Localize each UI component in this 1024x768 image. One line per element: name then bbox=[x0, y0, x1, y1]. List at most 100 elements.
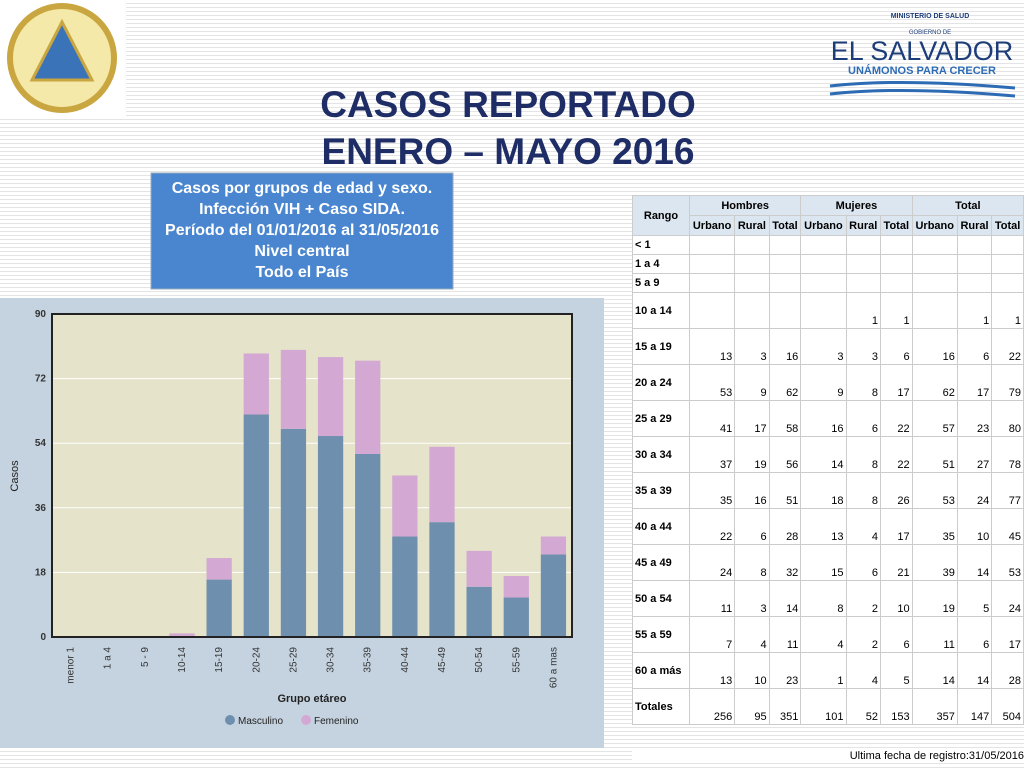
table-cell bbox=[956, 254, 993, 274]
table-row: 5 a 9 bbox=[632, 273, 1024, 293]
table-cell: 45 a 49 bbox=[632, 544, 690, 581]
table-cell: 9 bbox=[734, 364, 770, 401]
table-cell bbox=[768, 292, 802, 329]
table-row: Rango Hombres Mujeres Total bbox=[632, 195, 1024, 236]
table-cell bbox=[991, 235, 1024, 255]
table-cell: 16 bbox=[911, 328, 958, 365]
table-cell: 19 bbox=[734, 436, 770, 473]
table-cell: 35 bbox=[911, 508, 958, 545]
y-tick-label: 36 bbox=[35, 503, 47, 514]
table-cell: 8 bbox=[845, 364, 881, 401]
table-cell bbox=[911, 235, 958, 255]
table-cell: 19 bbox=[911, 580, 958, 617]
table-cell: 35 a 39 bbox=[632, 472, 690, 509]
info-line: Nivel central bbox=[254, 243, 349, 260]
table-cell: 18 bbox=[800, 472, 847, 509]
bar-segment bbox=[317, 436, 344, 637]
table-cell: 27 bbox=[956, 436, 993, 473]
table-cell: 16 bbox=[734, 472, 770, 509]
table-cell: 13 bbox=[688, 652, 736, 689]
table-cell: 17 bbox=[956, 364, 993, 401]
table-row: < 1 bbox=[632, 235, 1024, 255]
slide-title: ENERO – MAYO 2016 bbox=[322, 131, 695, 172]
table: Rango Hombres Mujeres Total Urbano Rural Total… bbox=[632, 195, 1024, 725]
bar-segment bbox=[503, 597, 529, 637]
y-tick-label: 54 bbox=[35, 438, 47, 449]
table-cell: Rural bbox=[734, 215, 770, 236]
bar-segment bbox=[540, 536, 567, 555]
table-cell: 3 bbox=[734, 328, 770, 365]
table-cell: 8 bbox=[800, 580, 847, 617]
table-row: 25 a 29 41 17 58 16 6 22 57 23 80 bbox=[632, 400, 1024, 437]
y-tick-label: 72 bbox=[35, 374, 47, 385]
bar-segment bbox=[355, 360, 381, 454]
table-cell: 1 bbox=[845, 292, 881, 329]
bar-segment bbox=[429, 522, 455, 637]
table-cell: 50 a 54 bbox=[632, 580, 690, 617]
seal-triangle bbox=[29, 18, 95, 82]
table-cell bbox=[768, 273, 802, 293]
table-cell: Rural bbox=[845, 215, 881, 236]
table-cell: 4 bbox=[800, 616, 847, 653]
x-tick-label: 55-59 bbox=[511, 647, 522, 673]
table-cell: 23 bbox=[768, 652, 802, 689]
table-cell: Total bbox=[991, 215, 1024, 236]
table-cell: 14 bbox=[911, 652, 958, 689]
table-cell bbox=[768, 235, 802, 255]
bar-segment bbox=[429, 446, 455, 523]
legend-swatch bbox=[301, 715, 311, 725]
table-cell: Urbano bbox=[688, 215, 736, 236]
table-cell: 14 bbox=[768, 580, 802, 617]
table-cell: 57 bbox=[911, 400, 958, 437]
bar-segment bbox=[540, 554, 567, 637]
logo-text: UNÁMONOS PARA CRECER bbox=[848, 64, 996, 77]
table-cell: 11 bbox=[768, 616, 802, 653]
table-cell: 256 bbox=[688, 688, 736, 725]
table-row: Totales 256 95 351 101 52 153 357 147 504 bbox=[632, 688, 1024, 725]
table-cell bbox=[800, 254, 847, 274]
table-cell: 1 bbox=[879, 292, 913, 329]
table-row: 20 a 24 53 9 62 9 8 17 62 17 79 bbox=[632, 364, 1024, 401]
table-cell: Totales bbox=[632, 688, 690, 725]
table-cell: 45 bbox=[991, 508, 1024, 545]
table-cell bbox=[734, 254, 770, 274]
table-cell bbox=[688, 273, 736, 293]
table-cell: 77 bbox=[991, 472, 1024, 509]
table-cell: 53 bbox=[911, 472, 958, 509]
table-cell: 28 bbox=[768, 508, 802, 545]
table-cell bbox=[688, 292, 736, 329]
table-cell bbox=[688, 254, 736, 274]
table-cell bbox=[991, 254, 1024, 274]
x-tick-label: 5 - 9 bbox=[140, 647, 151, 667]
table-cell bbox=[911, 254, 958, 274]
info-box bbox=[150, 172, 454, 290]
table-cell: 3 bbox=[845, 328, 881, 365]
table-row: 60 a más 13 10 23 1 4 5 14 14 28 bbox=[632, 652, 1024, 689]
table-cell: 15 a 19 bbox=[632, 328, 690, 365]
table-cell bbox=[800, 235, 847, 255]
table-cell: Rural bbox=[956, 215, 993, 236]
table-cell: 5 a 9 bbox=[632, 273, 690, 293]
table-cell bbox=[911, 273, 958, 293]
table-row: 50 a 54 11 3 14 8 2 10 19 5 24 bbox=[632, 580, 1024, 617]
table-cell: 3 bbox=[734, 580, 770, 617]
table-cell: 1 bbox=[991, 292, 1024, 329]
bar-segment bbox=[169, 633, 195, 637]
bar-segment bbox=[392, 536, 418, 637]
legend-label: Masculino bbox=[238, 716, 283, 727]
bar-segment bbox=[466, 550, 492, 587]
table-cell: 6 bbox=[734, 508, 770, 545]
legend-swatch bbox=[225, 715, 235, 725]
table-row: 40 a 44 22 6 28 13 4 17 35 10 45 bbox=[632, 508, 1024, 545]
table-cell: 95 bbox=[734, 688, 770, 725]
table-cell: 9 bbox=[800, 364, 847, 401]
table-cell: 25 a 29 bbox=[632, 400, 690, 437]
table-cell: 41 bbox=[688, 400, 736, 437]
table-cell: 22 bbox=[879, 436, 913, 473]
table-cell: 60 a más bbox=[632, 652, 690, 689]
x-tick-label: 50-54 bbox=[474, 647, 485, 673]
table-cell: 24 bbox=[688, 544, 736, 581]
x-axis-label: Grupo etáreo bbox=[277, 693, 346, 705]
